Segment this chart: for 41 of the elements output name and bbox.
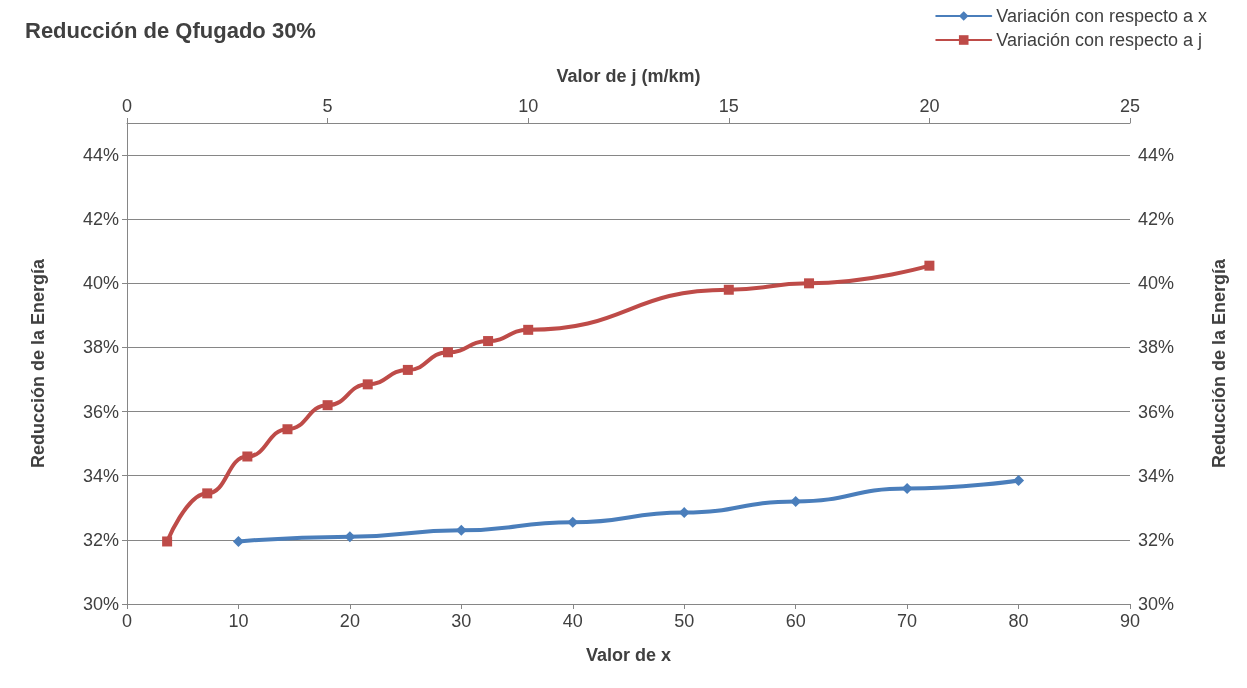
x2-tick-label: 25 [1119, 96, 1141, 116]
x-axis-title: Valor de x [585, 645, 672, 665]
y2-tick-label: 32% [1138, 529, 1175, 550]
y2-tick-label: 36% [1138, 401, 1175, 422]
y2-tick-label: 40% [1138, 273, 1175, 294]
y2-tick-label: 44% [1138, 145, 1175, 166]
x2-axis-title: Valor de j (m/km) [556, 66, 701, 86]
y2-axis-title: Reducción de la Energía [1209, 257, 1229, 469]
y-tick-label: 36% [82, 401, 119, 422]
x-tick-label: 0 [121, 611, 133, 631]
y2-tick-label: 38% [1138, 337, 1175, 358]
y-tick-label: 32% [82, 529, 119, 550]
y-tick-label: 38% [82, 337, 119, 358]
x-tick-label: 30 [451, 611, 472, 631]
chart-title: Reducción de Qfugado 30% [25, 17, 316, 43]
x-tick-label: 40 [562, 611, 583, 631]
y-tick-label: 44% [82, 145, 119, 166]
x-tick-label: 20 [339, 611, 360, 631]
y-tick-label: 34% [82, 465, 119, 486]
x2-tick-label: 5 [322, 96, 333, 116]
y2-tick-label: 34% [1138, 465, 1175, 486]
x2-tick-label: 15 [718, 96, 739, 116]
y2-tick-label: 42% [1138, 209, 1175, 230]
x2-tick-label: 0 [121, 96, 133, 116]
x2-tick-label: 20 [919, 96, 940, 116]
x-tick-label: 10 [228, 611, 249, 631]
x-tick-label: 60 [785, 611, 806, 631]
y-tick-label: 40% [82, 273, 119, 294]
x-tick-label: 50 [674, 611, 695, 631]
y2-tick-label: 30% [1138, 594, 1175, 614]
legend-label: Variación con respecto a x [996, 6, 1207, 26]
point [232, 535, 244, 547]
legend-label: Variación con respecto a j [996, 30, 1202, 50]
y-axis-title: Reducción de la Energía [28, 257, 48, 469]
x2-tick-label: 10 [518, 96, 539, 116]
x-tick-label: 80 [1008, 611, 1029, 631]
y-tick-label: 30% [82, 594, 119, 614]
x-tick-label: 90 [1119, 611, 1141, 631]
x-tick-label: 70 [897, 611, 918, 631]
point [1013, 475, 1025, 487]
y-tick-label: 42% [82, 209, 119, 230]
